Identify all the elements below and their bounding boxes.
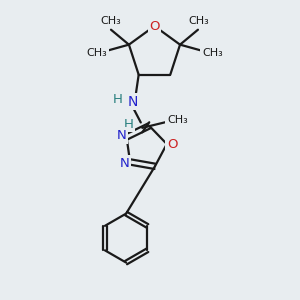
Text: CH₃: CH₃: [202, 48, 223, 58]
Text: O: O: [167, 137, 177, 151]
Text: H: H: [124, 118, 134, 131]
Text: O: O: [149, 20, 160, 33]
Text: CH₃: CH₃: [100, 16, 121, 26]
Text: CH₃: CH₃: [86, 48, 107, 58]
Text: N: N: [120, 157, 130, 170]
Text: CH₃: CH₃: [167, 115, 188, 125]
Text: N: N: [116, 129, 126, 142]
Text: N: N: [128, 94, 139, 109]
Text: CH₃: CH₃: [188, 16, 209, 26]
Text: H: H: [113, 93, 123, 106]
